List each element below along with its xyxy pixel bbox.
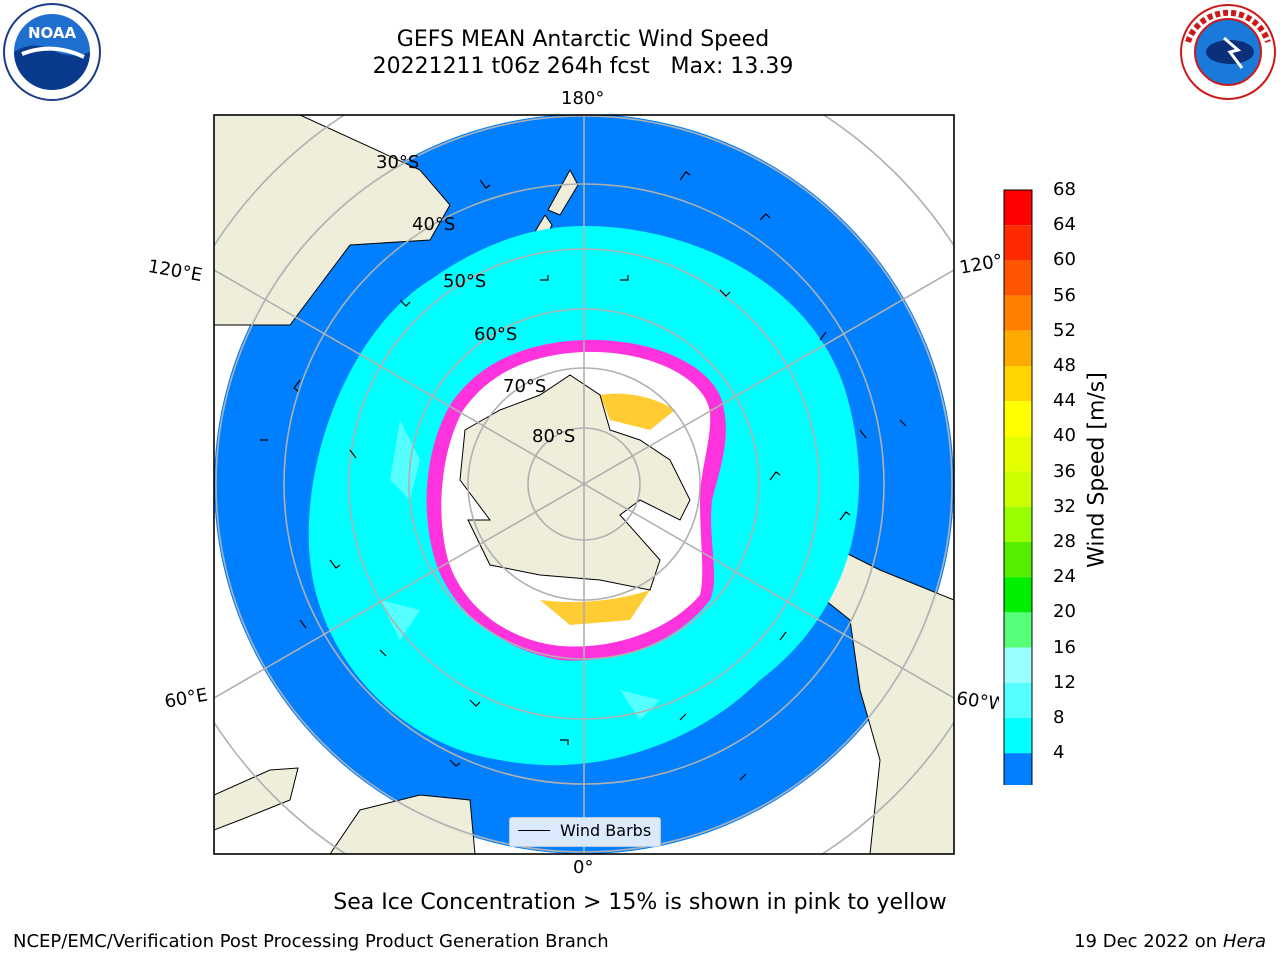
lat-label-40s: 40°S [412, 214, 455, 235]
colorbar-segment [1004, 225, 1032, 261]
colorbar-segment [1004, 436, 1032, 472]
noaa-logo: NOAA [3, 3, 101, 101]
colorbar-segment [1004, 401, 1032, 437]
landmass-madagascar [214, 767, 299, 831]
colorbar-segment [1004, 682, 1032, 718]
sea-ice-caption: Sea Ice Concentration > 15% is shown in … [333, 890, 947, 915]
colorbar-segment [1004, 612, 1032, 648]
colorbar-tick-label: 56 [1053, 284, 1076, 306]
colorbar [1003, 189, 1033, 785]
colorbar-segment [1004, 190, 1032, 226]
colorbar-tick-label: 52 [1053, 319, 1076, 341]
colorbar-tick-label: 24 [1053, 566, 1076, 588]
colorbar-tick-label: 40 [1053, 425, 1076, 447]
colorbar-segment [1004, 366, 1032, 402]
footer-date-text: 19 Dec 2022 on [1074, 931, 1218, 952]
colorbar-frame [1003, 189, 1033, 785]
colorbar-tick-label: 44 [1053, 390, 1076, 412]
footer-branch: NCEP/EMC/Verification Post Processing Pr… [13, 931, 609, 952]
colorbar-tick-label: 20 [1053, 601, 1076, 623]
wind-barb-legend-line [518, 830, 550, 831]
lat-label-80s: 80°S [532, 426, 575, 447]
colorbar-segment [1004, 295, 1032, 331]
colorbar-segment [1004, 753, 1032, 785]
colorbar-tick-label: 64 [1053, 214, 1076, 236]
colorbar-tick-label: 36 [1053, 460, 1076, 482]
colorbar-tick-label: 16 [1053, 636, 1076, 658]
colorbar-segment [1004, 577, 1032, 613]
legend-label: Wind Barbs [560, 821, 652, 840]
nws-logo [1180, 4, 1276, 100]
colorbar-tick-label: 32 [1053, 495, 1076, 517]
lat-label-60s: 60°S [474, 324, 517, 345]
map-legend [509, 817, 661, 847]
colorbar-tick-label: 12 [1053, 671, 1076, 693]
colorbar-tick-label: 8 [1053, 707, 1065, 728]
colorbar-tick-label: 68 [1053, 179, 1076, 200]
colorbar-segment [1004, 260, 1032, 296]
lat-label-30s: 30°S [376, 152, 419, 173]
colorbar-tick-label: 4 [1053, 742, 1065, 764]
svg-text:NOAA: NOAA [28, 24, 77, 42]
chart-title: GEFS MEAN Antarctic Wind Speed [396, 27, 770, 52]
colorbar-segment [1004, 542, 1032, 578]
lon-label-180: 180° [561, 88, 605, 109]
lat-label-70s: 70°S [503, 376, 546, 397]
colorbar-segment [1004, 471, 1032, 507]
chart-subtitle: 20221211 t06z 264h fcst Max: 13.39 [372, 54, 794, 79]
lat-label-50s: 50°S [443, 271, 486, 292]
colorbar-tick-label: 48 [1053, 355, 1076, 376]
lon-label-0: 0° [573, 857, 594, 878]
colorbar-segment [1004, 647, 1032, 683]
map-frame [213, 114, 955, 855]
colorbar-segment [1004, 506, 1032, 542]
wind-barbs [260, 171, 907, 781]
colorbar-segment [1004, 330, 1032, 366]
wind-band-12-16 [380, 420, 660, 720]
colorbar-tick-label: 60 [1053, 249, 1076, 271]
colorbar-label: Wind Speed [m/s] [1084, 372, 1110, 568]
colorbar-tick-label: 28 [1053, 531, 1076, 552]
footer-host: Hera [1222, 931, 1266, 952]
footer-date: 19 Dec 2022 on Hera [1074, 931, 1266, 952]
colorbar-segment [1004, 718, 1032, 754]
